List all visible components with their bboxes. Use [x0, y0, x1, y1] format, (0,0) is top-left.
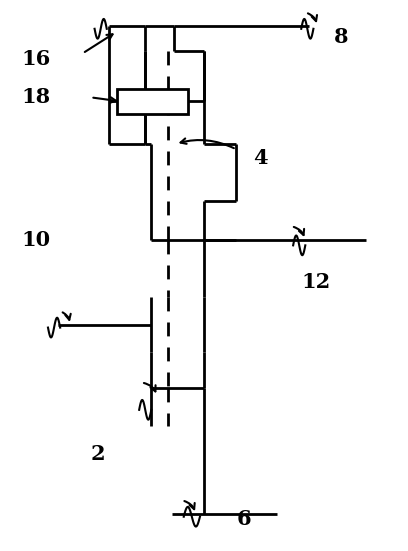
- Text: 12: 12: [301, 272, 330, 292]
- Text: 8: 8: [334, 27, 348, 47]
- Bar: [117, 89, 188, 114]
- Text: 6: 6: [236, 510, 251, 530]
- Text: 2: 2: [91, 444, 105, 464]
- Text: 4: 4: [253, 148, 267, 168]
- Text: 18: 18: [22, 87, 51, 107]
- Text: 16: 16: [22, 49, 51, 69]
- Text: 10: 10: [22, 230, 51, 250]
